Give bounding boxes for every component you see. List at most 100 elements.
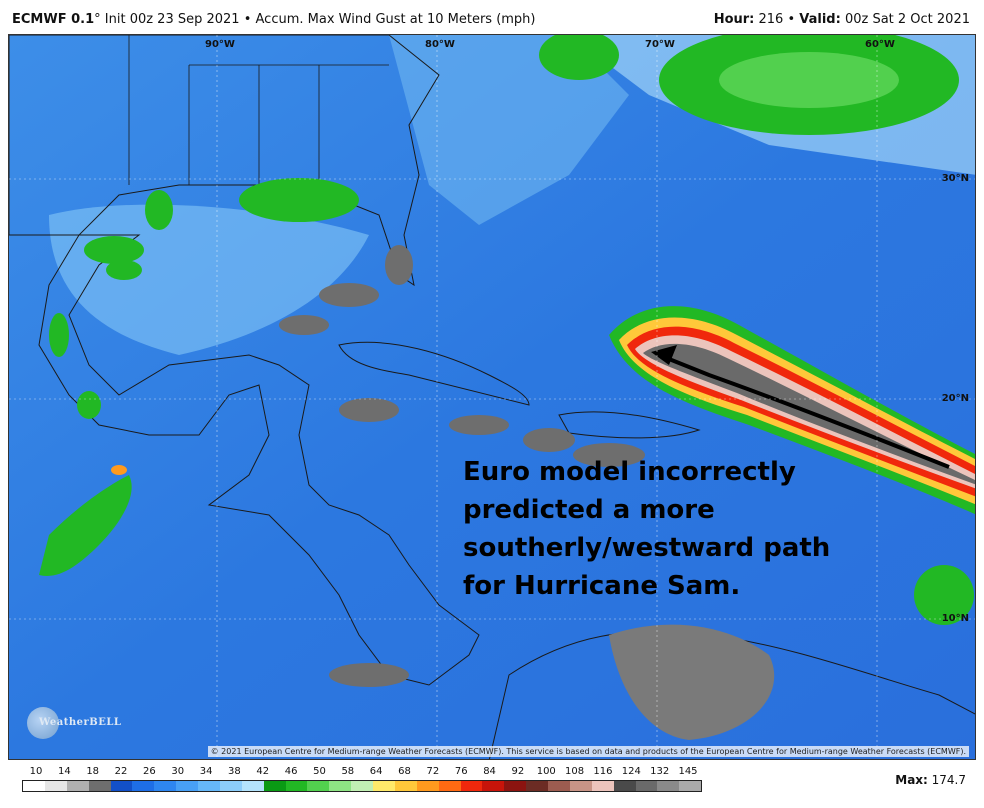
colorbar-swatch <box>351 781 373 791</box>
logo-wordmark: WeatherBELL <box>39 717 122 728</box>
colorbar-swatch <box>591 781 614 791</box>
colorbar-tick-label: 50 <box>313 766 326 777</box>
light-wind-area <box>389 35 629 225</box>
lat-label-20n: 20°N <box>941 393 969 404</box>
map-panel: 90°W 80°W 70°W 60°W 30°N 20°N 10°N Euro … <box>8 34 976 760</box>
colorbar-tick-label: 92 <box>511 766 525 777</box>
colorbar-swatch <box>198 781 220 791</box>
colorbar-tick-label: 22 <box>114 766 128 777</box>
globe-icon <box>27 707 59 739</box>
colorbar-tick-label: 38 <box>228 766 241 777</box>
annotation-text: Euro model incorrectly predicted a more … <box>463 457 831 601</box>
colorbar-swatch <box>88 781 111 791</box>
gray-area <box>449 415 509 435</box>
colorbar-swatch <box>504 781 527 791</box>
gray-area <box>523 428 575 452</box>
title-right: Hour: 216 • Valid: 00z Sat 2 Oct 2021 <box>714 12 970 27</box>
colorbar-tick-label: 30 <box>171 766 185 777</box>
gray-area <box>319 283 379 307</box>
green-patch <box>145 190 173 230</box>
colorbar-swatch <box>569 781 592 791</box>
colorbar-tick-label: 14 <box>57 766 71 777</box>
lat-label-10n: 10°N <box>941 613 969 624</box>
colorbar-tick-label: 145 <box>678 766 698 777</box>
lon-label-60w: 60°W <box>865 39 895 50</box>
model-name: ECMWF 0.1 <box>12 12 95 27</box>
hour-label: Hour: <box>713 12 755 27</box>
colorbar-swatch <box>176 781 198 791</box>
colorbar-swatch <box>44 781 67 791</box>
colorbar-swatch <box>373 781 395 791</box>
colorbar-swatch <box>132 781 155 791</box>
colorbar-swatch <box>613 781 636 791</box>
coastline <box>9 35 480 686</box>
colorbar-swatch <box>219 781 242 791</box>
gray-area <box>573 443 645 467</box>
hour-value: 216 <box>754 12 784 27</box>
separator: • <box>239 12 256 27</box>
max-readout: Max: 174.7 <box>895 773 966 787</box>
colorbar-swatch <box>263 781 286 791</box>
colorbar-tick-label: 76 <box>454 766 468 777</box>
gulf-coast-green <box>239 178 359 222</box>
track-arrow-line <box>658 353 950 469</box>
colorbar-tick-label: 42 <box>256 766 270 777</box>
colorbar-swatch <box>241 781 264 791</box>
green-patch <box>914 565 974 625</box>
colorbar-tick-label: 116 <box>593 766 613 777</box>
max-label: Max: <box>895 773 928 787</box>
colorbar-swatch <box>394 781 417 791</box>
green-patch <box>106 260 142 280</box>
colorbar-tick-label: 18 <box>86 766 100 777</box>
green-patch <box>77 391 101 419</box>
valid-label: Valid: <box>799 12 841 27</box>
graticule <box>9 35 975 759</box>
colorbar-tick-label: 68 <box>398 766 411 777</box>
track-arrow-head <box>651 345 677 365</box>
colorbar-swatch <box>679 781 702 791</box>
colorbar-ticks: 10 14 18 22 26 30 34 38 42 46 50 58 64 68 72 76 84 92 100 1… <box>22 766 702 780</box>
colorbar-tick-label: 132 <box>650 766 670 777</box>
colorbar-swatch <box>329 781 352 791</box>
green-patch <box>49 313 69 357</box>
cuba-outline <box>338 341 530 406</box>
colorbar-swatch <box>285 781 308 791</box>
gray-area <box>329 663 409 687</box>
colorbar-tick-label: 72 <box>426 766 440 777</box>
header: ECMWF 0.1° Init 00z 23 Sep 2021 • Accum.… <box>0 0 984 34</box>
colorbar-swatch <box>460 781 483 791</box>
lon-label-90w: 90°W <box>205 39 235 50</box>
colorbar-swatch <box>438 781 461 791</box>
colorbar-tick-label: 84 <box>483 766 496 777</box>
title-left: ECMWF 0.1° Init 00z 23 Sep 2021 • Accum.… <box>12 12 536 27</box>
colorbar-swatch <box>154 781 177 791</box>
colorbar-swatch <box>548 781 570 791</box>
south-america-gray <box>609 624 775 740</box>
colorbar-swatch <box>23 781 45 791</box>
init-time: Init 00z 23 Sep 2021 <box>100 12 240 27</box>
legend-footer: 10 14 18 22 26 30 34 38 42 46 50 58 64 68 72 76 84 92 100 1… <box>0 760 984 808</box>
gray-area <box>339 398 399 422</box>
colorbar-tick-label: 124 <box>621 766 641 777</box>
north-atlantic-light-green <box>719 52 899 108</box>
colorbar-swatch <box>66 781 89 791</box>
wind-gust-map <box>9 35 975 759</box>
texas-green <box>84 236 144 264</box>
product-name: Accum. Max Wind Gust at 10 Meters (mph) <box>255 12 536 27</box>
colorbar-tick-label: 46 <box>284 766 298 777</box>
colorbar-swatch <box>526 781 548 791</box>
weatherbell-logo: WeatherBELL <box>25 705 121 741</box>
orange-spot <box>111 465 127 475</box>
colorbar-swatch <box>657 781 680 791</box>
green-patch <box>539 35 619 80</box>
gray-area <box>279 315 329 335</box>
copyright-notice: © 2021 European Centre for Medium-range … <box>207 746 969 757</box>
colorbar-swatch <box>635 781 658 791</box>
lon-label-80w: 80°W <box>425 39 455 50</box>
colorbar-tick-label: 10 <box>29 766 43 777</box>
valid-value: 00z Sat 2 Oct 2021 <box>840 12 970 27</box>
colorbar-swatch <box>110 781 133 791</box>
colorbar-tick-label: 108 <box>565 766 585 777</box>
max-value: 174.7 <box>927 773 966 787</box>
colorbar <box>22 780 702 792</box>
